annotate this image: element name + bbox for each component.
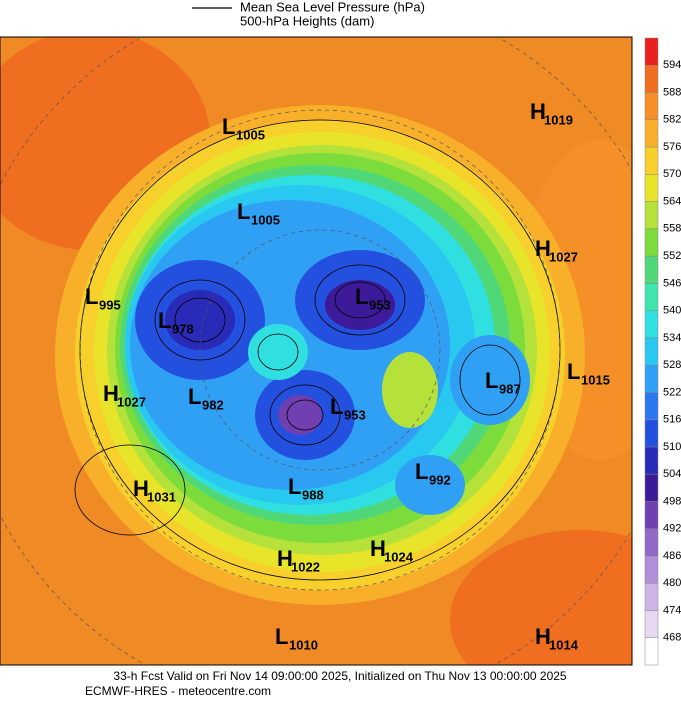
center-type: L — [158, 308, 171, 333]
colorbar-tick-label: 552 — [663, 250, 681, 262]
center-type: H — [277, 546, 293, 571]
colorbar-box — [644, 419, 659, 448]
center-type: L — [485, 368, 498, 393]
center-type: L — [85, 284, 98, 309]
colorbar-tick-label: 564 — [663, 195, 681, 207]
center-value: 982 — [202, 397, 224, 412]
center-value: 1031 — [147, 489, 176, 504]
colorbar-box — [644, 65, 659, 93]
colorbar-tick-label: 534 — [663, 332, 681, 344]
center-value: 1010 — [289, 637, 318, 652]
colorbar-tick-label: 528 — [663, 359, 681, 371]
colorbar-tick-label: 486 — [663, 550, 681, 562]
colorbar-box — [644, 228, 659, 257]
center-type: H — [370, 536, 386, 561]
colorbar-box — [644, 255, 659, 284]
center-type: L — [330, 394, 343, 419]
center-type: L — [288, 474, 301, 499]
colorbar-tick-label: 510 — [663, 441, 681, 453]
colorbar-box — [644, 37, 659, 66]
center-value: 1024 — [384, 549, 414, 564]
center-value: 988 — [302, 487, 324, 502]
colorbar-box — [644, 201, 659, 230]
colorbar-tick-label: 498 — [663, 495, 681, 507]
colorbar-box — [644, 555, 659, 584]
center-value: 1022 — [291, 559, 320, 574]
colorbar-box — [644, 364, 659, 393]
colorbar-box — [644, 582, 659, 611]
colorbar-tick-label: 504 — [663, 468, 681, 480]
center-type: L — [567, 359, 580, 384]
center-type: L — [222, 114, 235, 139]
center-value: 1027 — [549, 249, 578, 264]
center-value: 978 — [172, 321, 194, 336]
center-value: 1015 — [581, 372, 610, 387]
colorbar-tick-label: 582 — [663, 114, 681, 126]
colorbar-tick-label: 474 — [663, 604, 681, 616]
center-value: 1005 — [236, 127, 265, 142]
colorbar-tick-label: 516 — [663, 414, 681, 426]
center-type: L — [188, 384, 201, 409]
colorbar-box — [644, 119, 659, 148]
center-value: 995 — [99, 297, 121, 312]
colorbar-tick-label: 594 — [663, 59, 681, 71]
colorbar-box — [644, 310, 659, 339]
center-type: L — [275, 624, 288, 649]
colorbar-box — [644, 473, 659, 502]
legend-item: 500-hPa Heights (dam) — [240, 13, 374, 28]
colorbar-box — [644, 610, 659, 638]
colorbar-box — [644, 637, 659, 666]
legend-item: Mean Sea Level Pressure (hPa) — [240, 0, 425, 14]
center-type: L — [355, 284, 368, 309]
center-type: H — [535, 624, 551, 649]
colorbar-tick-label: 558 — [663, 223, 681, 235]
colorbar-tick-label: 546 — [663, 277, 681, 289]
center-value: 1027 — [117, 394, 146, 409]
colorbar-box — [644, 146, 659, 175]
center-value: 953 — [344, 407, 366, 422]
center-type: H — [535, 236, 551, 261]
colorbar-tick-label: 588 — [663, 86, 681, 98]
center-type: H — [103, 381, 119, 406]
map-frame — [0, 36, 633, 666]
footer-text: 33-h Fcst Valid on Fri Nov 14 09:00:00 2… — [113, 669, 567, 683]
center-type: L — [237, 199, 250, 224]
colorbar-box — [644, 501, 659, 529]
colorbar-box — [644, 528, 659, 557]
colorbar-box — [644, 337, 659, 366]
center-type: H — [133, 476, 149, 501]
colorbar-tick-label: 480 — [663, 577, 681, 589]
colorbar-tick-label: 492 — [663, 523, 681, 535]
colorbar-box — [644, 174, 659, 202]
colorbar-tick-label: 576 — [663, 141, 681, 153]
center-value: 1014 — [549, 637, 579, 652]
colorbar-box — [644, 446, 659, 475]
colorbar-tick-label: 570 — [663, 168, 681, 180]
center-value: 1019 — [544, 112, 573, 127]
colorbar-tick-label: 540 — [663, 305, 681, 317]
center-value: 992 — [429, 472, 451, 487]
center-type: L — [415, 459, 428, 484]
colorbar-tick-label: 522 — [663, 386, 681, 398]
colorbar-box — [644, 92, 659, 121]
footer-text: ECMWF-HRES - meteocentre.com — [85, 684, 271, 698]
colorbar-box — [644, 392, 659, 420]
center-type: H — [530, 99, 546, 124]
center-value: 1005 — [251, 212, 280, 227]
colorbar-tick-label: 468 — [663, 632, 681, 644]
colorbar-box — [644, 283, 659, 311]
center-value: 953 — [369, 297, 391, 312]
center-value: 987 — [499, 381, 521, 396]
